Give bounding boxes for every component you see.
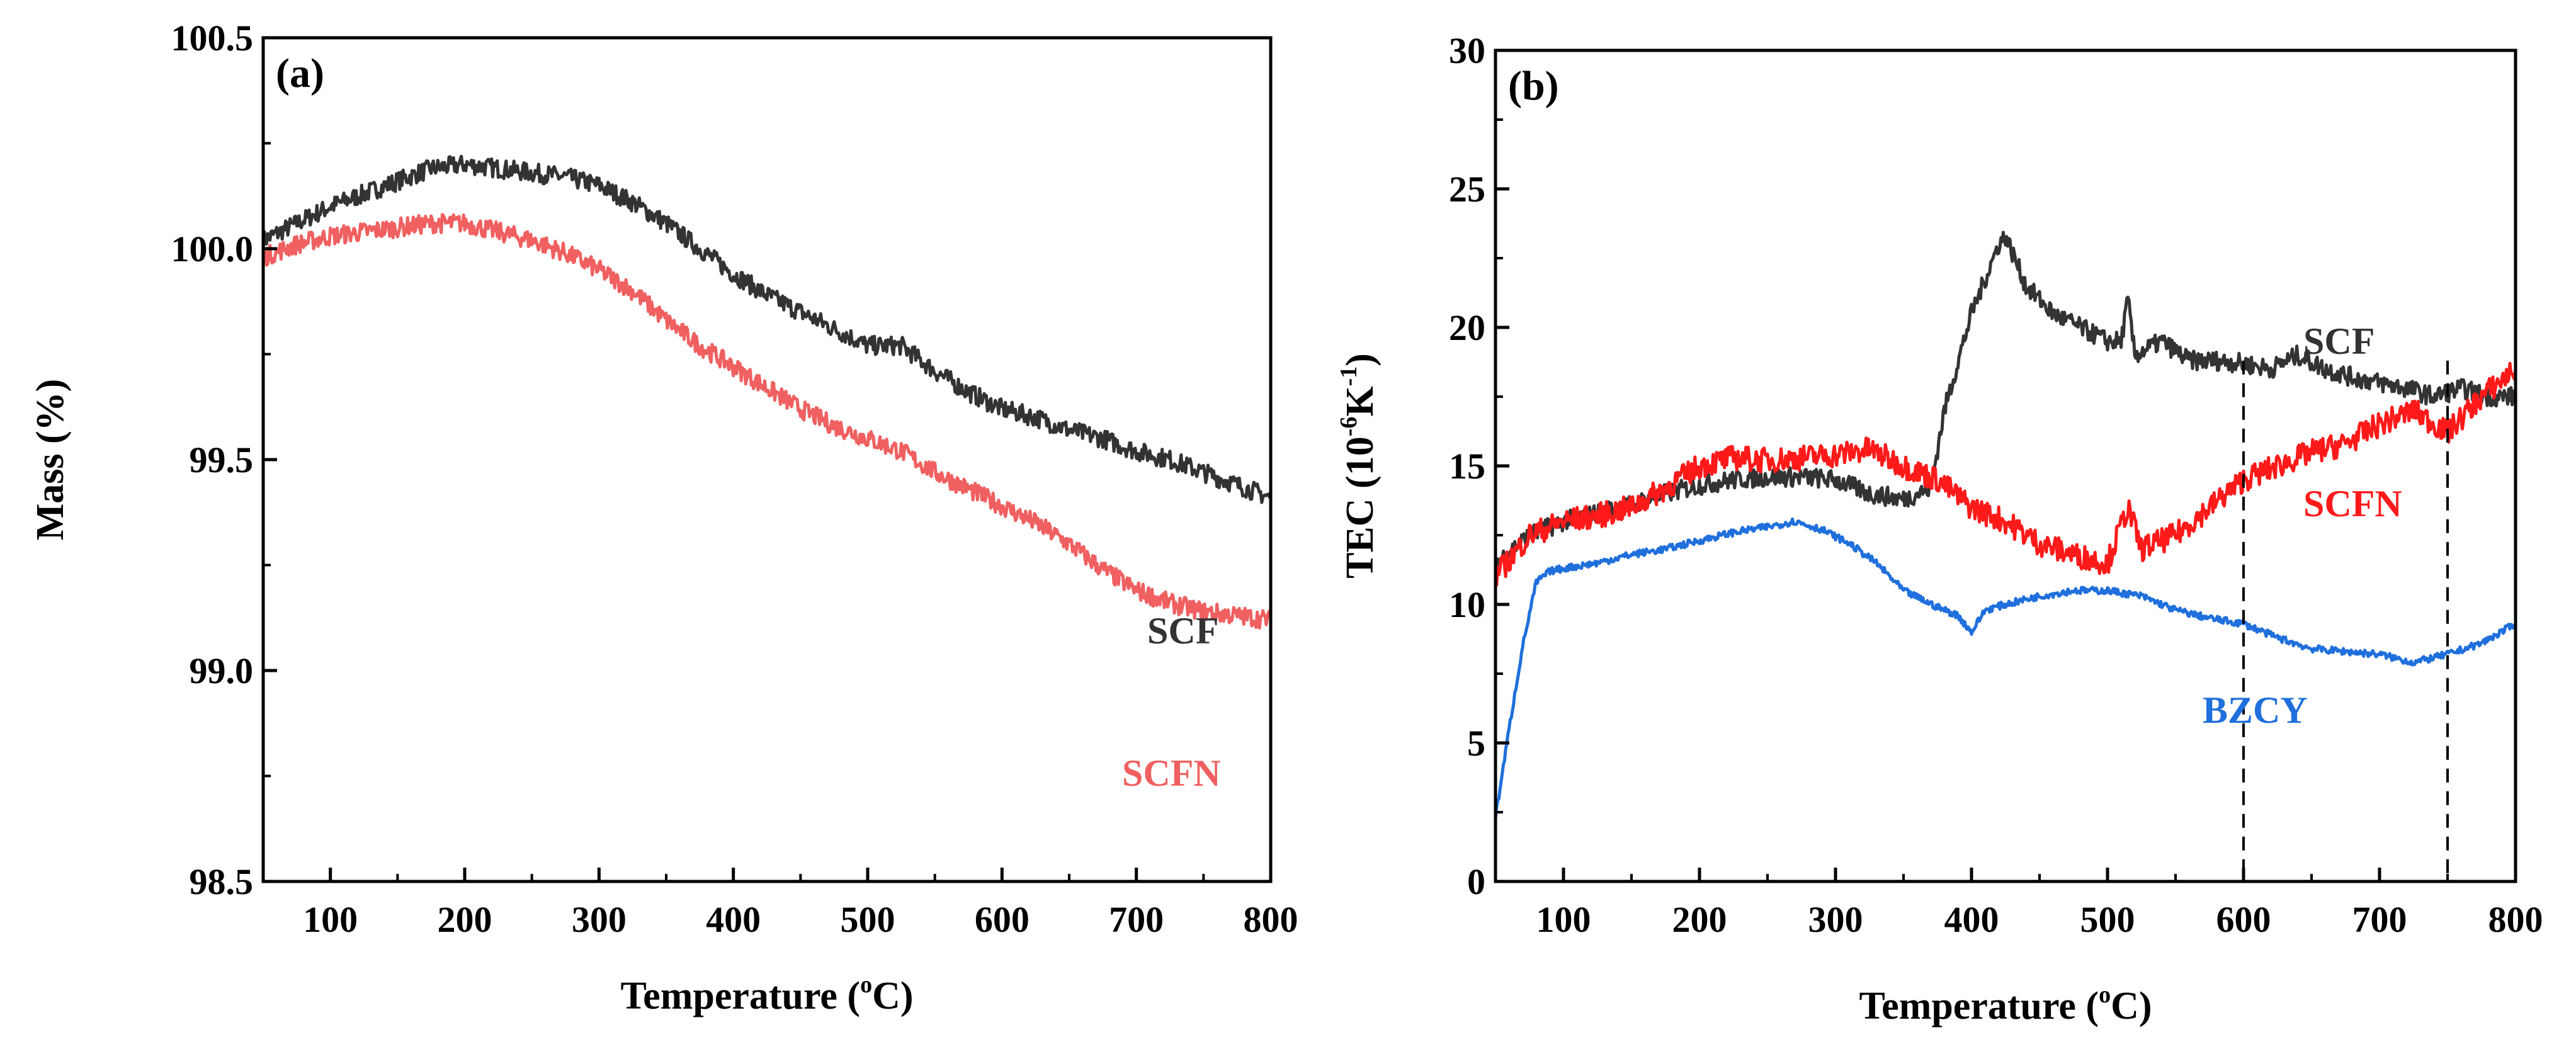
panel-b-xtick-label-500: 500 xyxy=(2080,899,2135,940)
panel-a-scf-label: SCF xyxy=(1147,610,1218,652)
panel-a-label: (a) xyxy=(276,50,324,96)
panel-a-ytick-label-99.5: 99.5 xyxy=(190,439,254,480)
panel-a-xtick-label-400: 400 xyxy=(706,899,761,940)
panel-b-ytick-label-15: 15 xyxy=(1449,446,1485,487)
panel-a-ylabel: Mass (%) xyxy=(29,379,72,541)
panel-b-xtick-label-200: 200 xyxy=(1672,899,1727,940)
panel-b-xlabel: Temperature (oC) xyxy=(1859,982,2152,1028)
panel-a-xtick-label-800: 800 xyxy=(1244,899,1298,940)
panel-b-ticks: 100 200 300 400 500 600 700 800 0 5 10 15 20 25 30 xyxy=(1449,30,2543,940)
panel-b-ytick-label-0: 0 xyxy=(1467,861,1485,902)
panel-a-xtick-label-500: 500 xyxy=(841,899,895,940)
panel-b-ylabel: TEC (10-6K-1) xyxy=(1336,353,1382,579)
panel-b-label: (b) xyxy=(1508,63,1559,109)
panel-b-reference-lines xyxy=(2242,360,2449,881)
panel-b-xtick-label-300: 300 xyxy=(1808,899,1863,940)
panel-b-xtick-label-800: 800 xyxy=(2488,899,2543,940)
panel-b-ytick-label-10: 10 xyxy=(1449,584,1485,625)
panel-a-ytick-label-100.5: 100.5 xyxy=(171,18,254,59)
panel-a-ytick-label-99: 99.0 xyxy=(190,650,254,691)
panel-b-ytick-label-5: 5 xyxy=(1467,723,1485,764)
panel-a-series xyxy=(261,154,1273,630)
panel-b-xtick-label-600: 600 xyxy=(2216,899,2271,940)
panel-a-series-scf xyxy=(261,154,1272,504)
panel-b-bzcy-label: BZCY xyxy=(2203,689,2308,731)
panel-a-xtick-label-600: 600 xyxy=(975,899,1030,940)
panel-b-chart: 100 200 300 400 500 600 700 800 0 5 10 15 20 25 30 (b)… xyxy=(1336,30,2543,1028)
panel-a-plot-frame xyxy=(261,36,1273,883)
panel-a-ytick-label-98.5: 98.5 xyxy=(190,861,254,902)
panel-b-ytick-label-20: 20 xyxy=(1449,307,1485,348)
panel-a-chart: 100 200 300 400 500 600 700 800 98.5 99.0 99.5 100.… xyxy=(29,18,1298,1017)
panel-a-scfn-label: SCFN xyxy=(1122,752,1221,794)
panel-b-series xyxy=(1494,230,2517,819)
panel-b-series-scfn xyxy=(1494,361,2517,587)
panel-a-xtick-label-300: 300 xyxy=(572,899,627,940)
panel-b-scf-label: SCF xyxy=(2303,320,2375,362)
panel-a-ticks: 100 200 300 400 500 600 700 800 98.5 99.0 99.5 100.… xyxy=(171,18,1298,940)
panel-b-ytick-label-25: 25 xyxy=(1449,169,1485,210)
panel-b-plot-frame xyxy=(1494,48,2517,883)
panel-b-ytick-label-30: 30 xyxy=(1449,30,1485,71)
panel-a-xlabel: Temperature (oC) xyxy=(621,971,914,1017)
panel-b-scfn-label: SCFN xyxy=(2303,483,2402,524)
panel-b-series-bzcy xyxy=(1494,517,2517,819)
panel-b-xtick-label-700: 700 xyxy=(2352,899,2407,940)
panel-b-xtick-label-100: 100 xyxy=(1536,899,1591,940)
panel-a-xtick-label-700: 700 xyxy=(1109,899,1164,940)
panel-b-series-scf xyxy=(1494,230,2516,573)
panel-a-series-scfn xyxy=(261,213,1273,630)
panel-b-xtick-label-400: 400 xyxy=(1944,899,1999,940)
panel-a-xtick-label-200: 200 xyxy=(438,899,492,940)
panel-a-xtick-label-100: 100 xyxy=(303,899,358,940)
panel-a-ytick-label-100: 100.0 xyxy=(171,229,254,269)
